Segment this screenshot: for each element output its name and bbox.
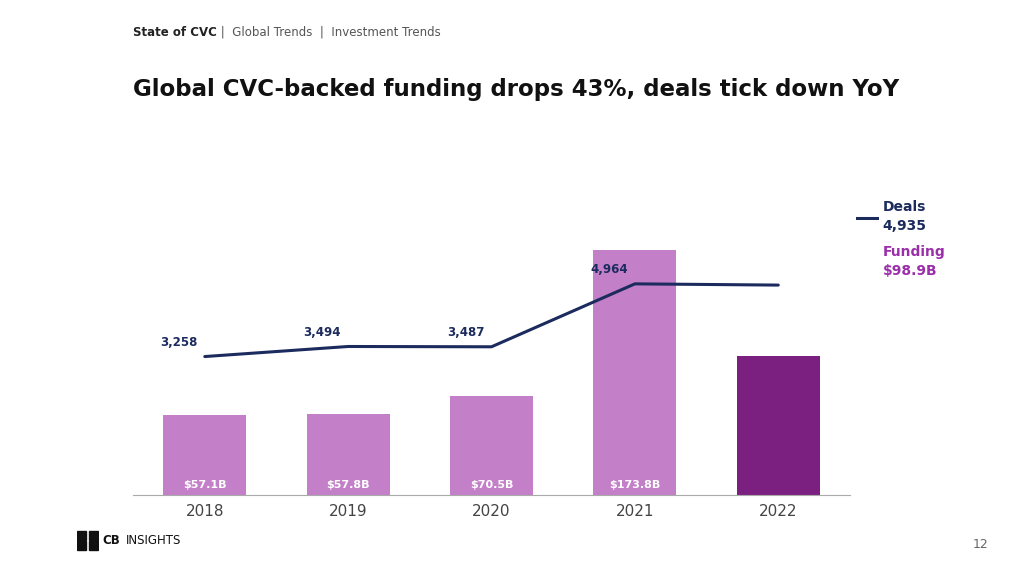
Bar [77, 541, 86, 551]
Text: 4,964: 4,964 [590, 263, 628, 276]
Text: 3,494: 3,494 [303, 326, 341, 339]
Text: INSIGHTS: INSIGHTS [126, 535, 181, 547]
Text: State of CVC: State of CVC [133, 26, 217, 39]
Text: $70.5B: $70.5B [470, 480, 513, 490]
Bar [163, 415, 247, 495]
Bar [88, 541, 98, 551]
Bar [88, 531, 98, 540]
Text: 3,487: 3,487 [447, 326, 484, 339]
Bar [593, 249, 677, 495]
Text: $57.8B: $57.8B [327, 480, 370, 490]
Text: $57.1B: $57.1B [183, 480, 226, 490]
Text: Funding: Funding [883, 245, 945, 259]
Text: 3,258: 3,258 [161, 336, 198, 349]
Bar [77, 531, 86, 540]
Bar [306, 414, 390, 495]
Bar [450, 396, 534, 495]
Bar [736, 355, 820, 495]
Text: |  Global Trends  |  Investment Trends: | Global Trends | Investment Trends [217, 26, 441, 39]
Text: 4,935: 4,935 [883, 219, 927, 233]
Text: $98.9B: $98.9B [883, 264, 937, 278]
Text: Deals: Deals [883, 200, 926, 214]
Text: $173.8B: $173.8B [609, 480, 660, 490]
Text: CB: CB [102, 535, 120, 547]
Text: 12: 12 [973, 538, 988, 551]
Text: Global CVC-backed funding drops 43%, deals tick down YoY: Global CVC-backed funding drops 43%, dea… [133, 78, 899, 101]
